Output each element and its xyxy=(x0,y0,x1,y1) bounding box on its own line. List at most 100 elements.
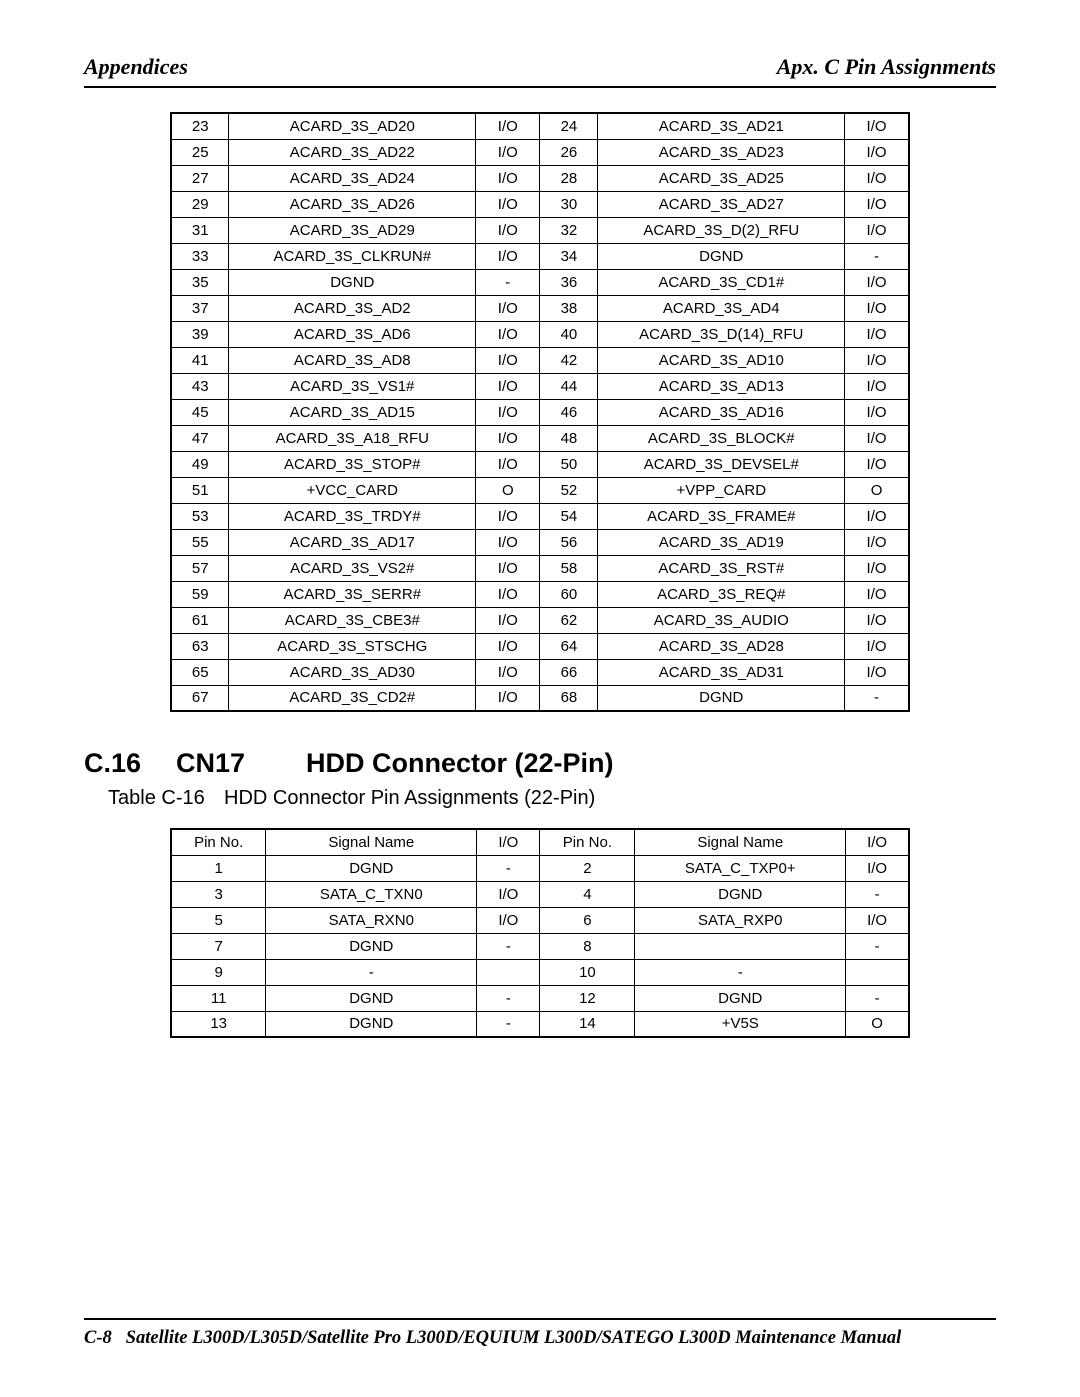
table-cell: I/O xyxy=(845,321,909,347)
table-row: 57ACARD_3S_VS2#I/O58ACARD_3S_RST#I/O xyxy=(171,555,909,581)
table-row: 33ACARD_3S_CLKRUN#I/O34DGND- xyxy=(171,243,909,269)
table-cell: 45 xyxy=(171,399,229,425)
table-cell: 58 xyxy=(540,555,598,581)
table-cell: ACARD_3S_VS1# xyxy=(229,373,476,399)
header-left: Appendices xyxy=(84,54,188,80)
table-cell: 67 xyxy=(171,685,229,711)
table-cell: 10 xyxy=(540,959,635,985)
table-cell: I/O xyxy=(845,451,909,477)
table-cell: ACARD_3S_AD4 xyxy=(598,295,845,321)
table-cell: ACARD_3S_AD8 xyxy=(229,347,476,373)
table-cell: 31 xyxy=(171,217,229,243)
section-number: C.16 xyxy=(84,748,176,779)
table-cell: 42 xyxy=(540,347,598,373)
table-row: 55ACARD_3S_AD17I/O56ACARD_3S_AD19I/O xyxy=(171,529,909,555)
table-cell: I/O xyxy=(476,321,540,347)
table-cell: 14 xyxy=(540,1011,635,1037)
table-cell: ACARD_3S_AD26 xyxy=(229,191,476,217)
table-cell: I/O xyxy=(476,607,540,633)
table-cell: I/O xyxy=(477,907,540,933)
table-cell: 27 xyxy=(171,165,229,191)
table-row: 9-10- xyxy=(171,959,909,985)
table-cell: +VCC_CARD xyxy=(229,477,476,503)
table-cell: 44 xyxy=(540,373,598,399)
pin-table-continued: 23ACARD_3S_AD20I/O24ACARD_3S_AD21I/O25AC… xyxy=(170,112,910,712)
table-cell: 60 xyxy=(540,581,598,607)
table-cell: ACARD_3S_AD16 xyxy=(598,399,845,425)
table-cell: 36 xyxy=(540,269,598,295)
table-caption: Table C-16 HDD Connector Pin Assignments… xyxy=(84,787,996,810)
table-cell: DGND xyxy=(266,1011,477,1037)
table-cell: ACARD_3S_STOP# xyxy=(229,451,476,477)
table-cell: SATA_RXN0 xyxy=(266,907,477,933)
table-cell: ACARD_3S_AD28 xyxy=(598,633,845,659)
table-cell: I/O xyxy=(476,139,540,165)
table-cell: O xyxy=(845,477,909,503)
table-cell: I/O xyxy=(845,607,909,633)
table-cell: 4 xyxy=(540,881,635,907)
table-cell: I/O xyxy=(476,217,540,243)
table-cell: I/O xyxy=(476,529,540,555)
table-row: 53ACARD_3S_TRDY#I/O54ACARD_3S_FRAME#I/O xyxy=(171,503,909,529)
table-cell: 35 xyxy=(171,269,229,295)
table-cell: ACARD_3S_A18_RFU xyxy=(229,425,476,451)
table-cell: ACARD_3S_D(2)_RFU xyxy=(598,217,845,243)
table-cell: 62 xyxy=(540,607,598,633)
table-row: 29ACARD_3S_AD26I/O30ACARD_3S_AD27I/O xyxy=(171,191,909,217)
table-row: 27ACARD_3S_AD24I/O28ACARD_3S_AD25I/O xyxy=(171,165,909,191)
table-cell: I/O xyxy=(845,555,909,581)
table-cell: I/O xyxy=(845,347,909,373)
table-number: Table C-16 xyxy=(84,787,224,810)
table-cell: - xyxy=(476,269,540,295)
table-row: 11DGND-12DGND- xyxy=(171,985,909,1011)
table-row: 7DGND-8- xyxy=(171,933,909,959)
table-cell: I/O xyxy=(845,373,909,399)
table-cell: DGND xyxy=(598,685,845,711)
table-cell: O xyxy=(476,477,540,503)
table-cell: I/O xyxy=(476,165,540,191)
table-cell: DGND xyxy=(635,881,846,907)
table-cell: I/O xyxy=(845,529,909,555)
table-cell: 7 xyxy=(171,933,266,959)
table-cell: - xyxy=(845,685,909,711)
table-cell: ACARD_3S_CLKRUN# xyxy=(229,243,476,269)
table-row: 5SATA_RXN0I/O6SATA_RXP0I/O xyxy=(171,907,909,933)
table-cell: I/O xyxy=(476,685,540,711)
table-cell: 34 xyxy=(540,243,598,269)
table-cell: - xyxy=(266,959,477,985)
table-cell: DGND xyxy=(266,855,477,881)
table-cell: I/O xyxy=(845,217,909,243)
table-cell: I/O xyxy=(476,347,540,373)
table-cell: 23 xyxy=(171,113,229,139)
table-cell: 55 xyxy=(171,529,229,555)
table-row: 23ACARD_3S_AD20I/O24ACARD_3S_AD21I/O xyxy=(171,113,909,139)
table-cell: 43 xyxy=(171,373,229,399)
table-cell: 25 xyxy=(171,139,229,165)
table-cell: ACARD_3S_AUDIO xyxy=(598,607,845,633)
table-cell: ACARD_3S_AD31 xyxy=(598,659,845,685)
table-row: 51+VCC_CARDO52+VPP_CARDO xyxy=(171,477,909,503)
table-row: 37ACARD_3S_AD2I/O38ACARD_3S_AD4I/O xyxy=(171,295,909,321)
table-cell: I/O xyxy=(476,373,540,399)
table-row: 63ACARD_3S_STSCHGI/O64ACARD_3S_AD28I/O xyxy=(171,633,909,659)
table-cell: ACARD_3S_SERR# xyxy=(229,581,476,607)
table-cell: SATA_C_TXN0 xyxy=(266,881,477,907)
table-cell: 61 xyxy=(171,607,229,633)
table-cell: I/O xyxy=(476,555,540,581)
table-header-row: Pin No.Signal NameI/OPin No.Signal NameI… xyxy=(171,829,909,855)
table-cell: - xyxy=(846,933,909,959)
table-cell: I/O xyxy=(845,295,909,321)
table-cell: I/O xyxy=(476,191,540,217)
page-header: Appendices Apx. C Pin Assignments xyxy=(84,54,996,88)
table-cell: ACARD_3S_AD25 xyxy=(598,165,845,191)
table-header-cell: Pin No. xyxy=(540,829,635,855)
table-cell: - xyxy=(477,1011,540,1037)
table-cell: - xyxy=(477,855,540,881)
table-cell: 12 xyxy=(540,985,635,1011)
table-cell: 59 xyxy=(171,581,229,607)
table-cell: 63 xyxy=(171,633,229,659)
table-cell: 24 xyxy=(540,113,598,139)
table-row: 47ACARD_3S_A18_RFUI/O48ACARD_3S_BLOCK#I/… xyxy=(171,425,909,451)
table-cell: - xyxy=(635,959,846,985)
table-cell: 38 xyxy=(540,295,598,321)
